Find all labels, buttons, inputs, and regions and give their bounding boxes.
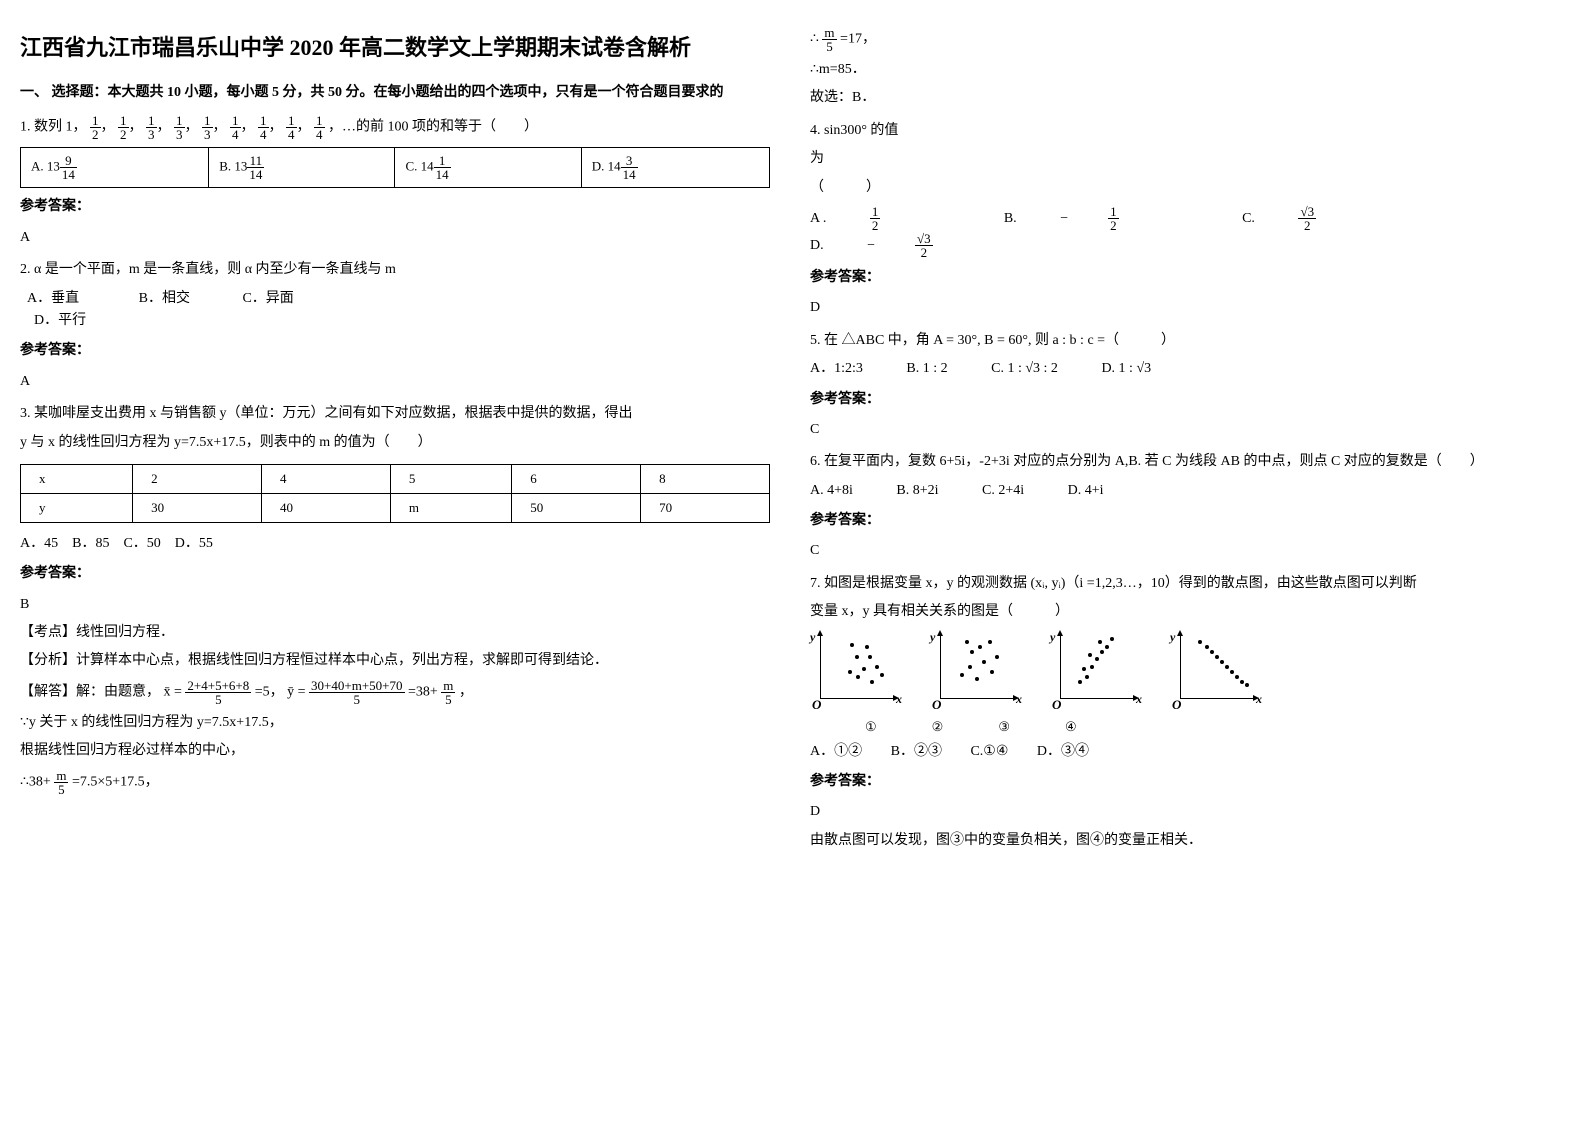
q4-paren: （ ） [810, 177, 1560, 199]
q1-opt-a: A. 13914 [21, 148, 209, 188]
question-3: 3. 某咖啡屋支出费用 x 与销售额 y（单位：万元）之间有如下对应数据，根据表… [20, 403, 770, 796]
q7-stem2: 变量 x，y 具有相关关系的图是（ ） [810, 601, 1560, 623]
q6-answer: C [810, 540, 1560, 562]
q4-stem1: 4. sin300° 的值 [810, 120, 1560, 142]
q3-jieda: 【解答】解：由题意， x̄ = 2+4+5+6+85 =5， ȳ = 30+40… [20, 679, 770, 706]
q3-data-table: x24568 y3040m5070 [20, 464, 770, 523]
q6-stem: 6. 在复平面内，复数 6+5i，-2+3i 对应的点分别为 A,B. 若 C … [810, 451, 1560, 473]
q4-answer-label: 参考答案： [810, 267, 1560, 289]
q3-line3: ∴38+ m5 =7.5×5+17.5， [20, 769, 770, 796]
q4-stem2: 为 [810, 148, 1560, 170]
q7-answer-label: 参考答案： [810, 771, 1560, 793]
q1-opt-b: B. 131114 [209, 148, 395, 188]
left-column: 江西省九江市瑞昌乐山中学 2020 年高二数学文上学期期末试卷含解析 一、 选择… [20, 20, 770, 862]
q7-stem1: 7. 如图是根据变量 x，y 的观测数据 (xᵢ, yᵢ)（i =1,2,3…，… [810, 573, 1560, 595]
question-4: 4. sin300° 的值 为 （ ） A . 12 B. −12 C. √32… [810, 120, 1560, 320]
question-1: 1. 数列 1， 12， 12， 13， 13， 13， 14， 14， 14，… [20, 114, 770, 249]
q3-line2: 根据线性回归方程必过样本的中心， [20, 740, 770, 762]
q6-answer-label: 参考答案： [810, 510, 1560, 532]
q5-options: A．1:2:3 B. 1 : 2 C. 1 : √3 : 2 D. 1 : √3 [810, 358, 1560, 380]
q7-options: A．①② B．②③ C.①④ D．③④ [810, 741, 1560, 763]
scatter-plot-3: y x O [1050, 634, 1140, 709]
table-row: y3040m5070 [21, 493, 770, 522]
question-2: 2. α 是一个平面，m 是一条直线，则 α 内至少有一条直线与 m A．垂直 … [20, 259, 770, 393]
q3-answer-label: 参考答案： [20, 563, 770, 585]
question-7: 7. 如图是根据变量 x，y 的观测数据 (xᵢ, yᵢ)（i =1,2,3…，… [810, 573, 1560, 852]
section-heading: 一、 选择题：本大题共 10 小题，每小题 5 分，共 50 分。在每小题给出的… [20, 82, 770, 104]
q2-options: A．垂直 B．相交 C．异面 D．平行 [20, 288, 770, 333]
q3-options: A．45 B．85 C．50 D．55 [20, 533, 770, 555]
q1-opt-c: C. 14114 [395, 148, 581, 188]
q7-answer: D [810, 801, 1560, 823]
scatter-plot-4: y x O [1170, 634, 1260, 709]
q2-stem: 2. α 是一个平面，m 是一条直线，则 α 内至少有一条直线与 m [20, 259, 770, 281]
q7-conclusion: 由散点图可以发现，图③中的变量负相关，图④的变量正相关． [810, 830, 1560, 852]
q1-stem: 1. 数列 1， 12， 12， 13， 13， 13， 14， 14， 14，… [20, 114, 770, 141]
scatter-plots: y x O y x O y x O y x [810, 634, 1560, 709]
q5-answer: C [810, 419, 1560, 441]
scatter-plot-1: y x O [810, 634, 900, 709]
q1-options-table: A. 13914 B. 131114 C. 14114 D. 14314 [20, 147, 770, 188]
q3-fenxi: 【分析】计算样本中心点，根据线性回归方程恒过样本中心点，列出方程，求解即可得到结… [20, 650, 770, 672]
q3-answer: B [20, 594, 770, 616]
q5-stem: 5. 在 △ABC 中，角 A = 30°, B = 60°, 则 a : b … [810, 330, 1560, 352]
q3-stem2: y 与 x 的线性回归方程为 y=7.5x+17.5，则表中的 m 的值为（ ） [20, 432, 770, 454]
q3-kaodian: 【考点】线性回归方程． [20, 622, 770, 644]
q3-stem1: 3. 某咖啡屋支出费用 x 与销售额 y（单位：万元）之间有如下对应数据，根据表… [20, 403, 770, 425]
r-line2: ∴m=85． [810, 59, 1560, 81]
q5-answer-label: 参考答案： [810, 389, 1560, 411]
scatter-plot-2: y x O [930, 634, 1020, 709]
r-line3: 故选：B． [810, 87, 1560, 109]
r-line1: ∴ m5 =17， [810, 26, 1560, 53]
scatter-labels: ① ② ③ ④ [865, 719, 1560, 735]
q2-answer-label: 参考答案： [20, 340, 770, 362]
q1-opt-d: D. 14314 [581, 148, 769, 188]
page-title: 江西省九江市瑞昌乐山中学 2020 年高二数学文上学期期末试卷含解析 [20, 30, 770, 62]
q1-answer: A [20, 227, 770, 249]
q3-line1: ∵y 关于 x 的线性回归方程为 y=7.5x+17.5， [20, 712, 770, 734]
right-column: ∴ m5 =17， ∴m=85． 故选：B． 4. sin300° 的值 为 （… [810, 20, 1560, 862]
q6-options: A. 4+8i B. 8+2i C. 2+4i D. 4+i [810, 480, 1560, 502]
q4-options: A . 12 B. −12 C. √32 D. −√32 [810, 205, 1560, 259]
question-6: 6. 在复平面内，复数 6+5i，-2+3i 对应的点分别为 A,B. 若 C … [810, 451, 1560, 563]
q2-answer: A [20, 371, 770, 393]
table-row: x24568 [21, 464, 770, 493]
q4-answer: D [810, 297, 1560, 319]
q1-answer-label: 参考答案： [20, 196, 770, 218]
question-5: 5. 在 △ABC 中，角 A = 30°, B = 60°, 则 a : b … [810, 330, 1560, 442]
